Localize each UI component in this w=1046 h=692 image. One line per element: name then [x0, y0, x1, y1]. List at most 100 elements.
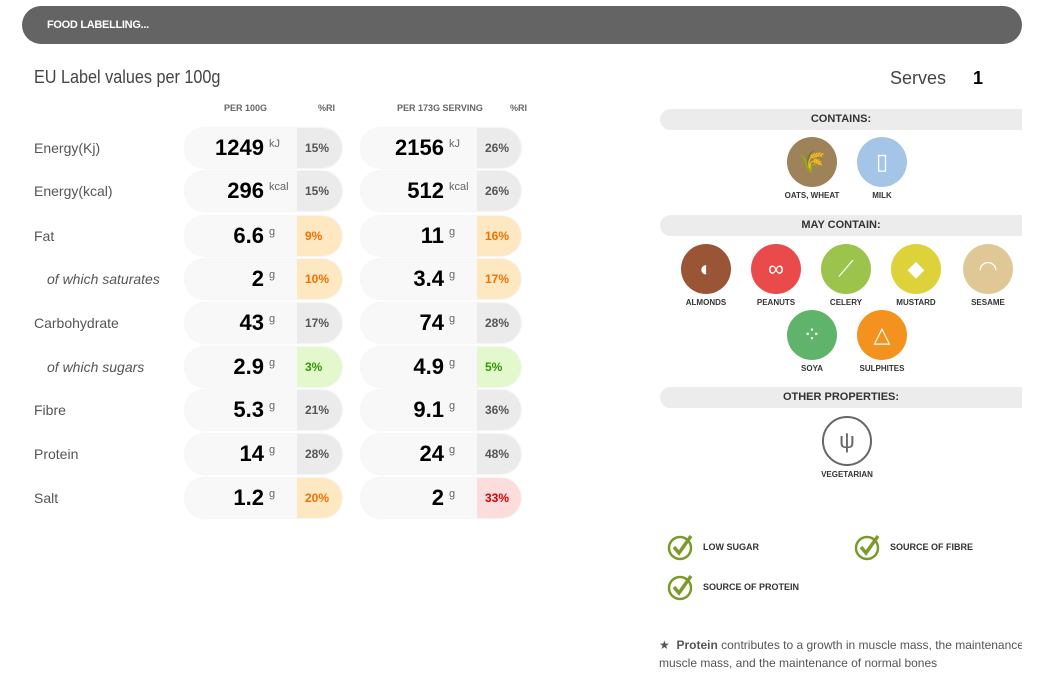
col-per100g: PER 100G	[224, 103, 268, 113]
almond-icon: ◐	[681, 244, 731, 294]
ri-badge: 36%	[477, 390, 521, 430]
serves-label: Serves	[890, 68, 947, 88]
serving-value: 512 kcal 26%	[361, 171, 521, 211]
value-number: 512	[407, 178, 444, 203]
serving-value: 4.9 g 5%	[361, 347, 521, 387]
ri-badge: 28%	[477, 303, 521, 343]
ri-badge: 21%	[297, 390, 342, 430]
allergen-almonds: ◐ ALMONDS	[671, 244, 741, 307]
peanut-icon: ∞	[751, 244, 801, 294]
value-unit: g	[269, 357, 276, 369]
allergen-label: MILK	[872, 191, 892, 200]
allergen-label: SULPHITES	[859, 364, 905, 373]
ri-badge: 33%	[477, 478, 521, 518]
serving-value: 3.4 g 17%	[361, 259, 521, 299]
check-circle-icon	[854, 534, 880, 561]
value-unit: kcal	[449, 181, 469, 193]
allergen-label: ALMONDS	[685, 298, 727, 307]
serving-value: 74 g 28%	[361, 303, 521, 343]
per100-value: 296 kcal 15%	[185, 171, 342, 211]
ri-badge: 26%	[477, 171, 521, 211]
ri-badge: 10%	[297, 259, 342, 299]
nutrient-row: Fat 6.6 g 9% 11 g 16%	[0, 216, 540, 256]
claim-item: SOURCE OF FIBRE	[854, 533, 973, 561]
value-number: 11	[420, 223, 444, 248]
value-number: 14	[239, 441, 264, 466]
value-number: 24	[419, 441, 444, 466]
value-number: 1249	[215, 135, 264, 160]
claim-label: LOW SUGAR	[703, 542, 759, 552]
note-text1: contributes to a growth in muscle mass, …	[717, 638, 1022, 652]
sulphites-flask-icon: △	[857, 310, 907, 360]
nutrient-label: Salt	[34, 490, 59, 506]
ri-badge: 15%	[297, 171, 342, 211]
per100-value: 6.6 g 9%	[185, 216, 342, 256]
col-per-serving: PER 173G SERVING	[397, 103, 483, 113]
ri-badge: 16%	[477, 216, 521, 256]
per100-value: 1249 kJ 15%	[185, 128, 342, 168]
value-number: 6.6	[233, 223, 264, 248]
nutrient-label: Carbohydrate	[34, 315, 119, 331]
per100-value: 1.2 g 20%	[185, 478, 342, 518]
per100-value: 14 g 28%	[185, 434, 342, 474]
note-text2: muscle mass, and the maintenance of norm…	[659, 656, 938, 670]
ri-badge: 17%	[477, 259, 521, 299]
protein-note: ★ Protein contributes to a growth in mus…	[659, 636, 1022, 672]
value-number: 74	[419, 310, 444, 335]
celery-icon: ⟋	[821, 244, 871, 294]
value-unit: g	[449, 444, 456, 456]
value-number: 9.1	[413, 397, 444, 422]
value-unit: g	[269, 226, 276, 238]
nutrient-label: Energy(Kj)	[34, 140, 101, 156]
per100-value: 2.9 g 3%	[185, 347, 342, 387]
allergen-oats-wheat: 🌾 OATS, WHEAT	[777, 137, 847, 200]
col-ri: %RI	[318, 103, 336, 113]
vegetarian-fork-icon: ψ	[822, 416, 872, 466]
serving-value: 11 g 16%	[361, 216, 521, 256]
allergen-label: CELERY	[829, 298, 863, 307]
ri-badge: 26%	[477, 128, 521, 168]
nutrient-row: Carbohydrate 43 g 17% 74 g 28%	[0, 303, 540, 343]
serves-value[interactable]: 1	[973, 68, 984, 88]
value-unit: g	[269, 269, 276, 281]
value-unit: g	[269, 313, 276, 325]
value-number: 296	[227, 178, 264, 203]
nutrient-label: of which sugars	[47, 359, 145, 375]
value-unit: g	[449, 226, 456, 238]
ri-badge: 28%	[297, 434, 342, 474]
value-unit: g	[269, 400, 276, 412]
header-title: FOOD LABELLING...	[47, 19, 149, 31]
serving-value: 24 g 48%	[361, 434, 521, 474]
claim-label: SOURCE OF PROTEIN	[703, 582, 800, 592]
value-number: 2	[431, 485, 444, 510]
ri-badge: 3%	[297, 347, 342, 387]
value-number: 5.3	[233, 397, 264, 422]
serving-value: 9.1 g 36%	[361, 390, 521, 430]
nutrition-title: EU Label values per 100g	[34, 67, 221, 87]
value-number: 2	[251, 266, 264, 291]
allergen-peanuts: ∞ PEANUTS	[741, 244, 811, 307]
nutrient-label: Energy(kcal)	[34, 183, 113, 199]
allergen-label: VEGETARIAN	[821, 470, 873, 479]
allergen-celery: ⟋ CELERY	[811, 244, 881, 307]
nutrient-label: Protein	[34, 446, 79, 462]
claim-item: SOURCE OF PROTEIN	[667, 573, 799, 601]
value-unit: g	[449, 400, 456, 412]
header-bar: FOOD LABELLING...	[22, 6, 1022, 44]
nutrient-row: Protein 14 g 28% 24 g 48%	[0, 434, 540, 474]
allergen-label: MUSTARD	[896, 298, 936, 307]
ri-badge: 9%	[297, 216, 342, 256]
wheat-icon: 🌾	[787, 137, 837, 187]
sesame-bun-icon: ◠	[963, 244, 1013, 294]
contains-header: CONTAINS:	[660, 109, 1022, 130]
nutrient-row: Fibre 5.3 g 21% 9.1 g 36%	[0, 390, 540, 430]
ri-badge: 15%	[297, 128, 342, 168]
allergen-vegetarian: ψ VEGETARIAN	[812, 416, 882, 479]
nutrient-row: Energy(Kj) 1249 kJ 15% 2156 kJ 26%	[0, 128, 540, 168]
value-number: 43	[239, 310, 264, 335]
value-number: 2156	[395, 135, 444, 160]
value-unit: g	[449, 269, 456, 281]
